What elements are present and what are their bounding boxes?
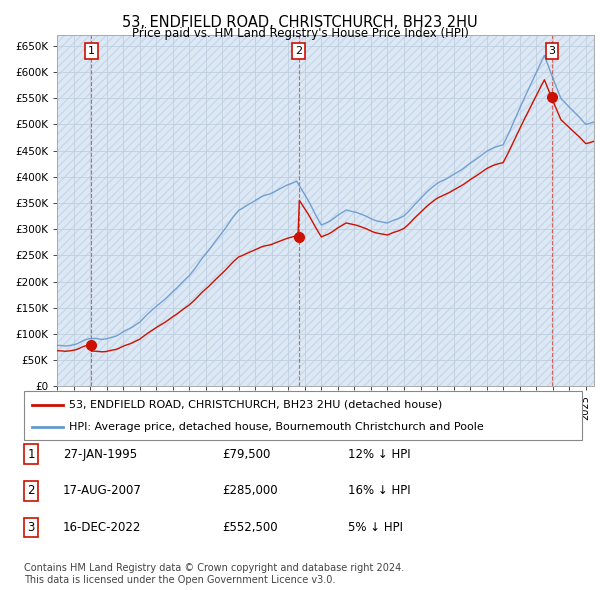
Text: 2: 2 xyxy=(295,46,302,56)
Text: 53, ENDFIELD ROAD, CHRISTCHURCH, BH23 2HU (detached house): 53, ENDFIELD ROAD, CHRISTCHURCH, BH23 2H… xyxy=(68,399,442,409)
Text: 53, ENDFIELD ROAD, CHRISTCHURCH, BH23 2HU: 53, ENDFIELD ROAD, CHRISTCHURCH, BH23 2H… xyxy=(122,15,478,30)
Text: Contains HM Land Registry data © Crown copyright and database right 2024.
This d: Contains HM Land Registry data © Crown c… xyxy=(24,563,404,585)
Text: 16-DEC-2022: 16-DEC-2022 xyxy=(63,521,142,534)
Text: 12% ↓ HPI: 12% ↓ HPI xyxy=(348,448,410,461)
Text: 1: 1 xyxy=(88,46,95,56)
Text: 27-JAN-1995: 27-JAN-1995 xyxy=(63,448,137,461)
Text: Price paid vs. HM Land Registry's House Price Index (HPI): Price paid vs. HM Land Registry's House … xyxy=(131,27,469,40)
Text: 1: 1 xyxy=(28,448,35,461)
Text: HPI: Average price, detached house, Bournemouth Christchurch and Poole: HPI: Average price, detached house, Bour… xyxy=(68,422,484,432)
Text: £552,500: £552,500 xyxy=(222,521,278,534)
Text: £285,000: £285,000 xyxy=(222,484,278,497)
Text: 5% ↓ HPI: 5% ↓ HPI xyxy=(348,521,403,534)
Text: 3: 3 xyxy=(548,46,556,56)
Text: £79,500: £79,500 xyxy=(222,448,271,461)
Text: 2: 2 xyxy=(28,484,35,497)
Text: 16% ↓ HPI: 16% ↓ HPI xyxy=(348,484,410,497)
FancyBboxPatch shape xyxy=(24,391,582,440)
Text: 3: 3 xyxy=(28,521,35,534)
Text: 17-AUG-2007: 17-AUG-2007 xyxy=(63,484,142,497)
